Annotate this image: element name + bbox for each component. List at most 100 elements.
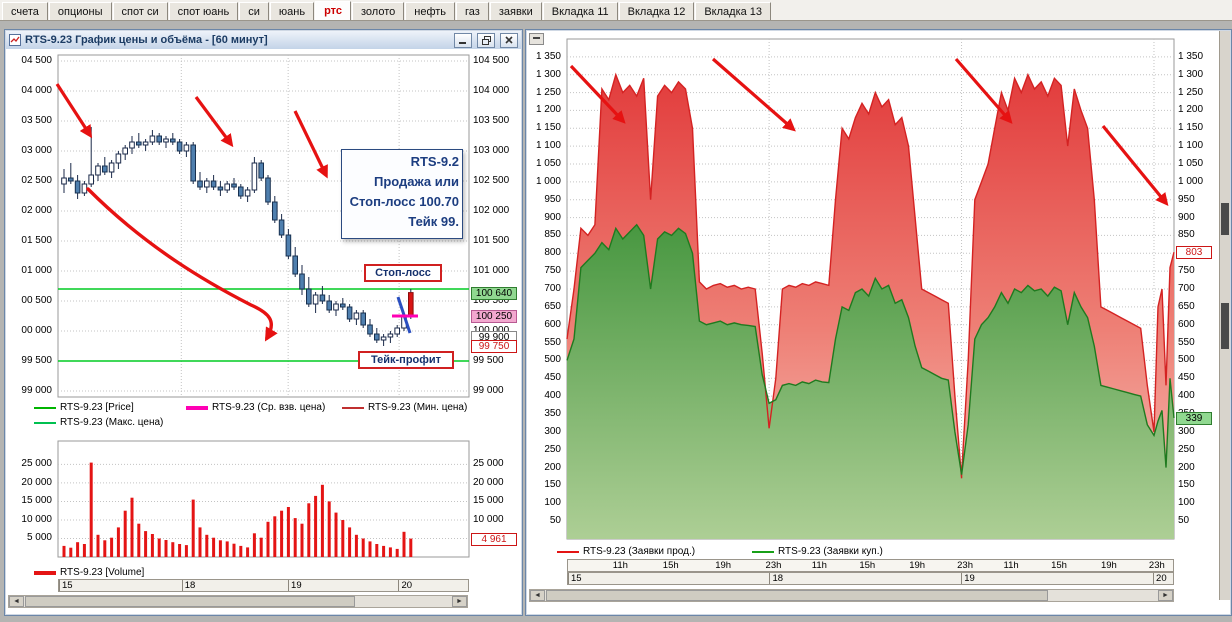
horizontal-scrollbar[interactable]: ◄ ► [529,589,1174,602]
tab-юань[interactable]: юань [269,2,315,20]
axis-label: 104 500 [473,55,510,66]
axis-label: 250 [544,443,561,455]
note-line: Тейк 99. [408,214,459,229]
legend-swatch [752,550,774,553]
vertical-scrollbar[interactable] [1219,31,1230,600]
date-axis: 15 18 19 20 [567,572,1174,585]
day-segment: 15 [568,573,770,584]
chart-icon [9,34,21,46]
day-label: 20 [1156,573,1167,584]
hour-label: 15h [859,560,876,571]
day-segment: 15 [59,580,183,591]
axis-label: 1 350 [535,50,561,62]
axis-label: 1 200 [1178,104,1204,116]
axis-label: 01 000 [21,265,52,276]
axis-label: 101 500 [473,235,510,246]
tab-спот юань[interactable]: спот юань [168,2,239,20]
volume-chart[interactable] [6,435,521,565]
day-label: 19 [291,580,302,591]
volume-legend: RTS-9.23 [Volume] [6,565,521,579]
tab-Вкладка 12[interactable]: Вкладка 12 [618,2,695,20]
axis-label: 300 [544,425,561,437]
tab-Вкладка 11[interactable]: Вкладка 11 [542,2,618,20]
minimize-button[interactable] [454,32,472,48]
price-chart-area[interactable]: 04 500 04 000 03 500 03 000 02 500 02 000 01 5… [6,49,521,614]
legend-swatch [186,405,208,410]
tab-ртс[interactable]: ртс [315,1,351,20]
scroll-mark[interactable] [1221,203,1229,235]
hour-label: 15h [1051,560,1067,571]
axis-label: 1 000 [1178,175,1204,187]
axis-label: 1 250 [1178,86,1204,98]
legend-item: RTS-9.23 [Price] [34,402,134,413]
scroll-right-button[interactable]: ► [1158,590,1173,601]
legend-swatch [342,406,364,409]
axis-label: 100 500 [473,295,510,306]
tab-золото[interactable]: золото [352,2,405,20]
hour-label: 23h [957,560,974,571]
axis-label: 1 250 [535,86,561,98]
tab-си[interactable]: си [239,2,269,20]
scroll-mark[interactable] [1221,303,1229,349]
axis-label: 20 000 [473,476,504,488]
close-button[interactable] [500,32,518,48]
axis-label: 1 000 [535,175,561,187]
orders-chart-area[interactable]: 1 350 1 300 1 250 1 200 1 150 1 100 1 050 1 000… [527,31,1230,614]
take-profit-label: Тейк-профит [358,351,454,369]
axis-label: 400 [1178,390,1195,402]
scroll-left-button[interactable]: ◄ [9,596,24,607]
price-badge: 100 640 [471,286,517,300]
day-segment: 20 [1153,573,1174,584]
scroll-thumb[interactable] [546,590,1048,601]
axis-label: 550 [544,336,561,348]
hour-axis: 11h 15h 19h 23h 11h 15h 19h 23h 11h 15h 19h 23h [567,559,1174,572]
day-label: 20 [401,580,413,591]
tab-Вкладка 13[interactable]: Вкладка 13 [695,2,772,20]
legend-swatch [557,550,579,553]
axis-label: 10 000 [21,513,52,525]
window-titlebar[interactable]: RTS-9.23 График цены и объёма - [60 мину… [6,31,521,50]
axis-label: 15 000 [21,495,52,507]
tab-счета[interactable]: счета [2,2,48,20]
axis-label: 01 500 [21,235,52,246]
scroll-right-button[interactable]: ► [452,596,467,607]
axis-label: 03 000 [21,145,52,156]
tab-заявки[interactable]: заявки [489,2,542,20]
trend-arrow-7 [1101,124,1169,206]
axis-label: 1 300 [1178,68,1204,80]
trend-arrow-3 [293,110,328,179]
legend-label: RTS-9.23 (Заявки куп.) [778,546,883,557]
legend-item: RTS-9.23 (Заявки куп.) [752,546,883,557]
volume-badge: 4 961 [471,532,517,546]
window-title: RTS-9.23 График цены и объёма - [60 мину… [25,34,268,46]
tab-газ[interactable]: газ [456,2,489,20]
axis-label: 1 150 [535,122,561,134]
note-line: RTS-9.2 [410,154,459,169]
restore-button[interactable] [477,32,495,48]
axis-label: 99 500 [21,355,52,366]
price-volume-window: RTS-9.23 График цены и объёма - [60 мину… [4,29,523,616]
axis-label: 750 [544,265,561,277]
tab-спот си[interactable]: спот си [112,2,168,20]
price-badges-layer: 100 640 100 250 99 900 99 750 4 961 [6,49,521,609]
tab-нефть[interactable]: нефть [405,2,456,20]
axis-label: 100 [544,497,561,509]
axis-label: 400 [544,390,561,402]
day-segment: 19 [961,573,1154,584]
orders-chart[interactable] [527,31,1230,543]
tab-опционы[interactable]: опционы [48,2,112,20]
window-menu-icon[interactable] [529,33,544,45]
axis-label: 1 050 [535,158,561,169]
legend-item: RTS-9.23 (Макс. цена) [34,417,163,428]
axis-label: 900 [544,211,561,223]
axis-label: 350 [544,408,561,419]
scroll-thumb[interactable] [25,596,355,607]
hour-label: 19h [909,560,926,571]
price-axis-right: 104 500 104 000 103 500 103 000 102 500 102 0… [470,49,520,401]
legend-label: RTS-9.23 (Ср. взв. цена) [212,402,326,413]
date-axis: 15 18 19 20 [58,579,469,592]
horizontal-scrollbar[interactable]: ◄ ► [8,595,468,608]
scroll-left-button[interactable]: ◄ [530,590,545,601]
axis-label: 04 500 [21,55,52,66]
